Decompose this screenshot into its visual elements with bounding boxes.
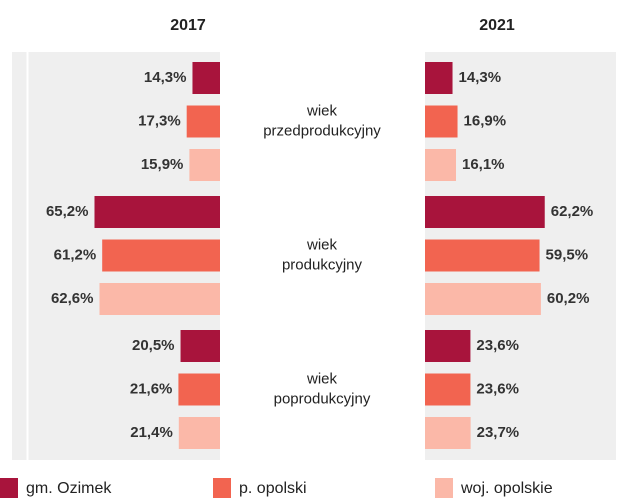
bar: [425, 105, 458, 138]
value-label: 60,2%: [547, 290, 590, 307]
bar: [425, 373, 471, 406]
bar: [425, 239, 540, 272]
panel-title: 2017: [170, 17, 206, 34]
category-label: przedprodukcyjny: [263, 122, 381, 139]
value-label: 62,2%: [551, 203, 594, 220]
bar: [192, 62, 220, 94]
value-label: 14,3%: [459, 69, 502, 86]
bar: [425, 62, 453, 94]
value-label: 23,6%: [476, 337, 519, 354]
bar: [99, 283, 220, 315]
legend-swatch: [213, 478, 231, 498]
bar: [189, 149, 220, 181]
bar: [425, 283, 541, 315]
category-label: wiek: [306, 102, 338, 119]
bar: [180, 330, 220, 362]
category-label: produkcyjny: [282, 256, 363, 273]
value-label: 62,6%: [51, 290, 94, 307]
value-label: 59,5%: [546, 246, 589, 263]
value-label: 21,4%: [130, 424, 173, 441]
value-label: 21,6%: [130, 380, 173, 397]
value-label: 65,2%: [46, 203, 89, 220]
legend-swatch: [0, 478, 18, 498]
legend-label: gm. Ozimek: [26, 480, 112, 497]
value-label: 20,5%: [132, 337, 175, 354]
legend-label: woj. opolskie: [460, 480, 553, 497]
panel-title: 2021: [479, 17, 515, 34]
bar: [425, 196, 545, 228]
legend-label: p. opolski: [239, 480, 307, 497]
bar: [425, 330, 471, 362]
value-label: 16,1%: [462, 156, 505, 173]
value-label: 17,3%: [138, 112, 181, 129]
bar: [425, 417, 471, 449]
value-label: 15,9%: [141, 156, 184, 173]
bar: [425, 149, 456, 181]
bar: [178, 417, 220, 449]
legend-swatch: [435, 478, 453, 498]
category-label: poprodukcyjny: [274, 390, 371, 407]
value-label: 14,3%: [144, 69, 187, 86]
value-label: 16,9%: [464, 112, 507, 129]
value-label: 23,6%: [476, 380, 519, 397]
bar: [102, 239, 220, 272]
bar: [94, 196, 220, 228]
bar: [178, 373, 220, 406]
value-label: 23,7%: [477, 424, 520, 441]
bar: [186, 105, 220, 138]
category-label: wiek: [306, 370, 338, 387]
category-label: wiek: [306, 236, 338, 253]
value-label: 61,2%: [54, 246, 97, 263]
